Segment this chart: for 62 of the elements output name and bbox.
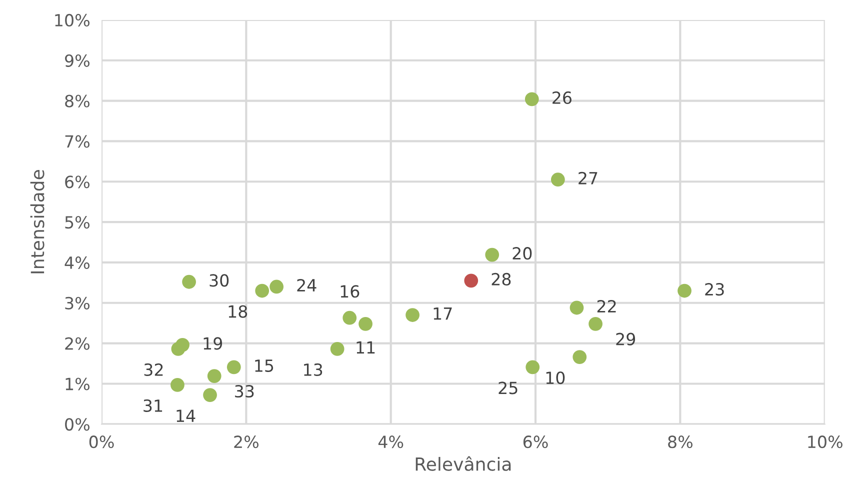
y-tick-label: 9%: [65, 54, 90, 67]
point: [207, 369, 222, 383]
annotation: 22: [597, 300, 616, 312]
point: [255, 284, 270, 298]
point: [406, 308, 420, 322]
point: [342, 310, 357, 325]
annotation: 14: [176, 410, 196, 422]
point: [226, 360, 241, 374]
point: [526, 360, 540, 374]
annotation: 24: [297, 278, 316, 292]
point: [270, 280, 284, 294]
y-tick-label: 5%: [65, 216, 90, 229]
point: [170, 378, 184, 392]
y-tick-label: 8%: [65, 94, 90, 108]
x-tick-label: 8%: [668, 436, 692, 448]
annotation: 17: [434, 307, 452, 320]
annotation: 18: [228, 305, 248, 318]
annotation: 10: [546, 372, 565, 384]
x-tick-label: 4%: [378, 436, 404, 448]
point: [464, 274, 478, 288]
x-tick-label: 2%: [234, 436, 258, 448]
point: [572, 350, 587, 364]
x-tick-label: 10%: [808, 436, 842, 448]
y-tick-label: 7%: [65, 135, 90, 148]
point: [570, 300, 584, 315]
point: [358, 316, 372, 331]
annotation: 16: [340, 285, 360, 298]
x-tick-label: 6%: [523, 436, 548, 448]
y-tick-label: 2%: [65, 337, 90, 350]
y-tick-label: 1%: [66, 378, 90, 390]
point: [176, 338, 190, 352]
point: [524, 92, 539, 106]
annotation: 13: [304, 363, 322, 376]
y-axis-title: Intensidade: [30, 170, 44, 274]
annotation: 20: [512, 247, 532, 260]
annotation: 33: [235, 384, 254, 398]
annotation: 23: [705, 282, 724, 296]
point: [588, 316, 602, 331]
x-tick-label: 0%: [89, 436, 114, 448]
y-tick-label: 6%: [65, 176, 90, 188]
annotation: 11: [356, 341, 375, 354]
y-tick-label: 4%: [64, 256, 90, 270]
annotation: 31: [144, 399, 162, 412]
annotation: 29: [616, 332, 636, 346]
point: [182, 274, 196, 289]
annotation: 32: [144, 363, 163, 376]
x-axis-title: Relevância: [416, 456, 511, 471]
point: [330, 342, 344, 356]
annotation: 30: [210, 274, 229, 287]
y-tick-label: 0%: [65, 418, 90, 431]
point: [678, 284, 692, 298]
annotation: 15: [255, 360, 274, 372]
y-tick-label: 3%: [65, 296, 90, 310]
annotation: 19: [204, 337, 222, 350]
point: [485, 248, 500, 262]
annotation: 27: [578, 172, 598, 184]
annotation: 26: [552, 91, 572, 104]
annotation: 25: [498, 382, 518, 394]
point: [203, 388, 217, 402]
y-tick-label: 10%: [55, 14, 90, 27]
point: [550, 172, 565, 187]
annotation: 28: [492, 272, 511, 286]
